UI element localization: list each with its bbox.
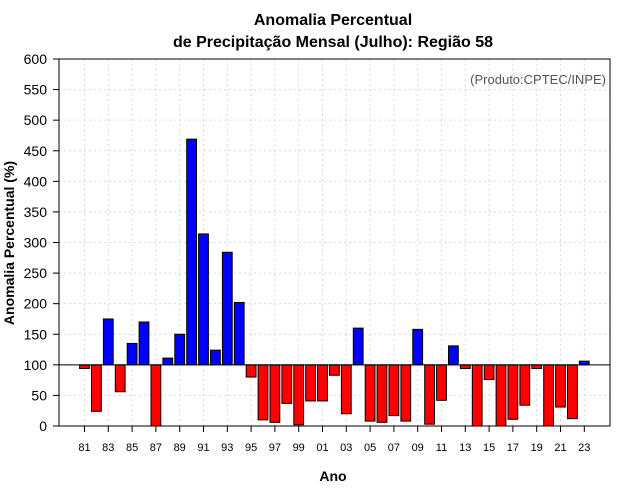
bar-04 — [352, 327, 364, 366]
bar-98 — [281, 364, 293, 404]
x-tick-label: 19 — [531, 442, 543, 454]
bar-97 — [269, 364, 281, 423]
bar-20 — [543, 364, 555, 427]
x-tick-label: 99 — [293, 442, 305, 454]
bar-21 — [555, 364, 566, 408]
x-tick-label: 91 — [197, 442, 209, 454]
y-tick-label: 0 — [39, 418, 47, 434]
bar-82 — [91, 364, 102, 412]
y-tick-label: 550 — [24, 82, 48, 98]
x-tick-label: 01 — [316, 442, 328, 454]
bar-92 — [210, 349, 221, 366]
bar-23 — [578, 360, 590, 366]
bar-84 — [114, 364, 126, 393]
bar-08 — [400, 364, 412, 422]
y-tick-label: 350 — [24, 204, 48, 220]
bar-18 — [519, 364, 531, 406]
bar-99 — [293, 364, 305, 426]
x-tick-label: 15 — [483, 442, 495, 454]
bar-09 — [412, 328, 424, 366]
y-tick-label: 50 — [31, 387, 47, 403]
bar-94 — [233, 301, 245, 366]
y-tick-label: 400 — [24, 173, 48, 189]
x-tick-label: 07 — [388, 442, 400, 454]
x-tick-label: 95 — [245, 442, 257, 454]
x-tick-label: 83 — [102, 442, 114, 454]
bar-15 — [483, 364, 495, 381]
bar-05 — [364, 364, 376, 422]
bar-83 — [102, 318, 114, 366]
bar-01 — [317, 364, 328, 402]
bar-16 — [495, 364, 507, 427]
bar-13 — [459, 364, 471, 370]
x-tick-label: 13 — [459, 442, 471, 454]
bar-86 — [138, 321, 150, 366]
bar-93 — [221, 251, 233, 366]
x-tick-label: 87 — [150, 442, 162, 454]
bar-22 — [567, 364, 578, 420]
bar-07 — [388, 364, 400, 417]
bar-85 — [126, 342, 138, 366]
x-tick-label: 81 — [78, 442, 90, 454]
bar-91 — [198, 233, 209, 366]
x-tick-label: 85 — [126, 442, 138, 454]
x-tick-label: 05 — [364, 442, 376, 454]
bar-10 — [424, 364, 436, 425]
x-tick-label: 11 — [436, 442, 447, 454]
y-tick-label: 600 — [24, 51, 48, 67]
x-tick-label: 89 — [174, 442, 186, 454]
product-annotation: (Produto:CPTEC/INPE) — [470, 72, 606, 87]
y-tick-label: 100 — [24, 357, 48, 373]
x-tick-label: 03 — [340, 442, 352, 454]
bar-03 — [340, 364, 352, 415]
x-tick-label: 23 — [578, 442, 590, 454]
bars — [79, 138, 590, 427]
bar-12 — [448, 345, 459, 366]
x-axis-label: Ano — [319, 468, 346, 484]
x-tick-label: 93 — [221, 442, 233, 454]
bar-87 — [150, 364, 162, 427]
x-tick-label: 09 — [412, 442, 424, 454]
x-axis: 81 83 85 87 89 91 93 95 97 99 01 03 05 07 09 11 13 15 17 19… — [78, 426, 590, 454]
bar-19 — [531, 364, 543, 370]
bar-95 — [245, 364, 257, 378]
y-tick-label: 450 — [24, 143, 48, 159]
y-tick-label: 150 — [24, 326, 48, 342]
y-tick-label: 300 — [24, 235, 48, 251]
bar-90 — [186, 138, 197, 366]
y-axis: 0 50 100 150 200 250 300 350 400 450 500 550 600 — [24, 51, 59, 434]
bar-11 — [436, 364, 447, 401]
bar-00 — [305, 364, 317, 402]
chart-title-line2: de Precipitação Mensal (Julho): Região 5… — [173, 34, 493, 51]
y-tick-label: 250 — [24, 265, 48, 281]
y-tick-label: 200 — [24, 296, 48, 312]
bar-02 — [329, 364, 340, 376]
x-tick-label: 17 — [507, 442, 519, 454]
chart-title-line1: Anomalia Percentual — [254, 12, 412, 29]
bar-89 — [174, 333, 186, 366]
x-tick-label: 21 — [554, 442, 566, 454]
x-tick-label: 97 — [269, 442, 281, 454]
bar-06 — [376, 364, 388, 423]
bar-17 — [507, 364, 519, 420]
y-axis-label: Anomalia Percentual (%) — [1, 161, 17, 325]
bar-81 — [79, 364, 90, 370]
bar-14 — [471, 364, 483, 427]
bar-96 — [257, 364, 269, 421]
y-tick-label: 500 — [24, 112, 48, 128]
bar-88 — [162, 357, 174, 366]
